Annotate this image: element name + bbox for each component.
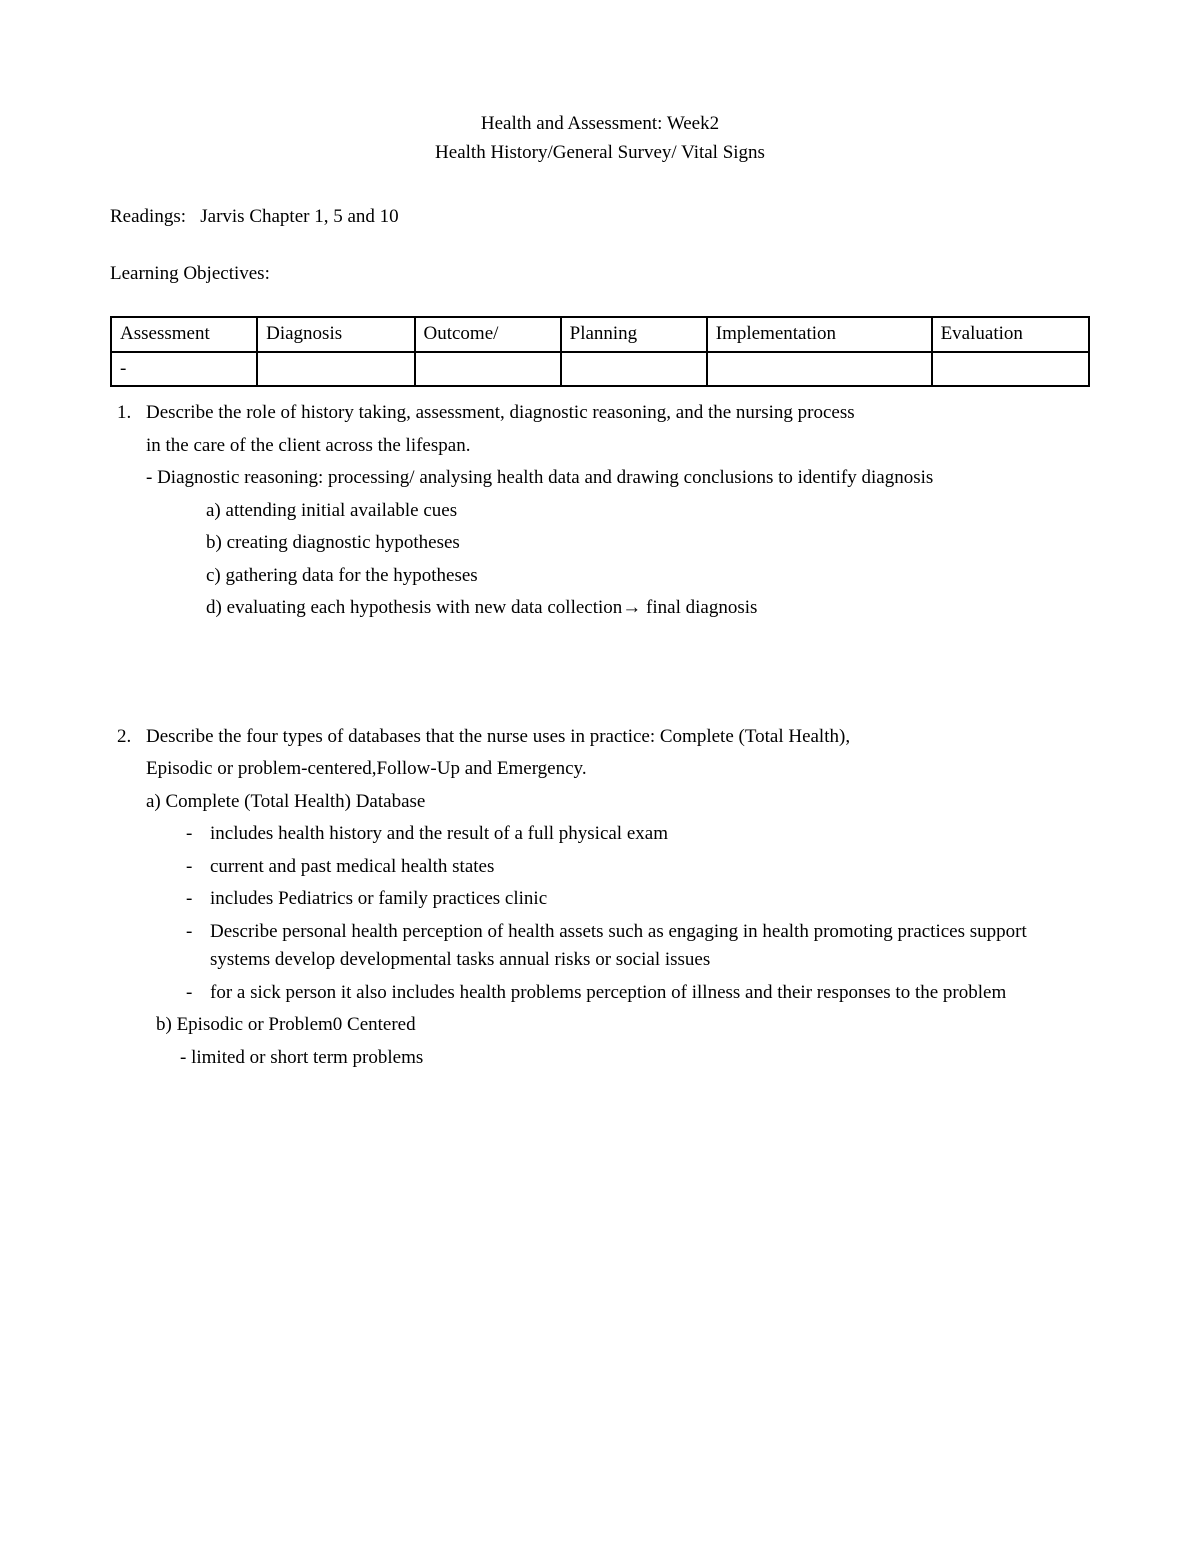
dash-bullet: -	[186, 918, 210, 975]
readings-text: Jarvis Chapter 1, 5 and 10	[200, 206, 398, 227]
table-header-cell: Evaluation	[932, 317, 1089, 352]
table-header-cell: Diagnosis	[257, 317, 414, 352]
table-cell	[707, 352, 932, 387]
objective-item-1: Describe the role of history taking, ass…	[136, 399, 1090, 623]
table-header-cell: Implementation	[707, 317, 932, 352]
alpha-d-suffix: final diagnosis	[641, 597, 757, 618]
document-page: Health and Assessment: Week2 Health Hist…	[0, 0, 1200, 1553]
alpha-item: a) attending initial available cues	[206, 497, 1090, 526]
arrow-icon: →	[622, 597, 641, 618]
list-item-text: for a sick person it also includes healt…	[210, 979, 1090, 1008]
title-line-1: Health and Assessment: Week2	[110, 110, 1090, 139]
list-item-text: includes health history and the result o…	[210, 820, 1090, 849]
table-header-cell: Planning	[561, 317, 707, 352]
list-item-text: current and past medical health states	[210, 853, 1090, 882]
table-cell	[415, 352, 561, 387]
readings-label: Readings:	[110, 206, 186, 227]
table-header-row: Assessment Diagnosis Outcome/ Planning I…	[111, 317, 1089, 352]
database-b-note: - limited or short term problems	[180, 1044, 1090, 1073]
list-item: -includes health history and the result …	[186, 820, 1090, 849]
objective-text-line: Describe the role of history taking, ass…	[146, 399, 1090, 428]
list-item: -for a sick person it also includes heal…	[186, 979, 1090, 1008]
objective-text-line: Describe the four types of databases tha…	[146, 723, 1090, 752]
objectives-list: Describe the role of history taking, ass…	[110, 399, 1090, 1072]
database-a-label: a) Complete (Total Health) Database	[146, 788, 1090, 817]
table-row: -	[111, 352, 1089, 387]
learning-objectives-label: Learning Objectives:	[110, 260, 1090, 289]
dash-bullet: -	[186, 979, 210, 1008]
objective-item-2: Describe the four types of databases tha…	[136, 723, 1090, 1073]
objective-text-line: in the care of the client across the lif…	[146, 432, 1090, 461]
list-item-text: Describe personal health perception of h…	[210, 918, 1090, 975]
table-cell	[257, 352, 414, 387]
table-header-cell: Outcome/	[415, 317, 561, 352]
diagnostic-reasoning-note: - Diagnostic reasoning: processing/ anal…	[146, 464, 1090, 493]
alpha-item: c) gathering data for the hypotheses	[206, 562, 1090, 591]
title-block: Health and Assessment: Week2 Health Hist…	[110, 110, 1090, 167]
list-item: -includes Pediatrics or family practices…	[186, 885, 1090, 914]
readings-line: Readings: Jarvis Chapter 1, 5 and 10	[110, 203, 1090, 232]
nursing-process-table: Assessment Diagnosis Outcome/ Planning I…	[110, 316, 1090, 387]
table-cell	[932, 352, 1089, 387]
list-item-text: includes Pediatrics or family practices …	[210, 885, 1090, 914]
dash-bullet: -	[186, 885, 210, 914]
list-item: -current and past medical health states	[186, 853, 1090, 882]
objective-text-line: Episodic or problem-centered,Follow-Up a…	[146, 755, 1090, 784]
dash-list: -includes health history and the result …	[186, 820, 1090, 1007]
database-b-label: b) Episodic or Problem0 Centered	[156, 1011, 1090, 1040]
alpha-item: b) creating diagnostic hypotheses	[206, 529, 1090, 558]
alpha-sublist: a) attending initial available cues b) c…	[206, 497, 1090, 623]
dash-bullet: -	[186, 820, 210, 849]
table-cell	[561, 352, 707, 387]
table-cell: -	[111, 352, 257, 387]
dash-bullet: -	[186, 853, 210, 882]
alpha-item-d: d) evaluating each hypothesis with new d…	[206, 594, 1090, 623]
alpha-d-prefix: d) evaluating each hypothesis with new d…	[206, 597, 622, 618]
list-item: -Describe personal health perception of …	[186, 918, 1090, 975]
table-header-cell: Assessment	[111, 317, 257, 352]
title-line-2: Health History/General Survey/ Vital Sig…	[110, 139, 1090, 168]
